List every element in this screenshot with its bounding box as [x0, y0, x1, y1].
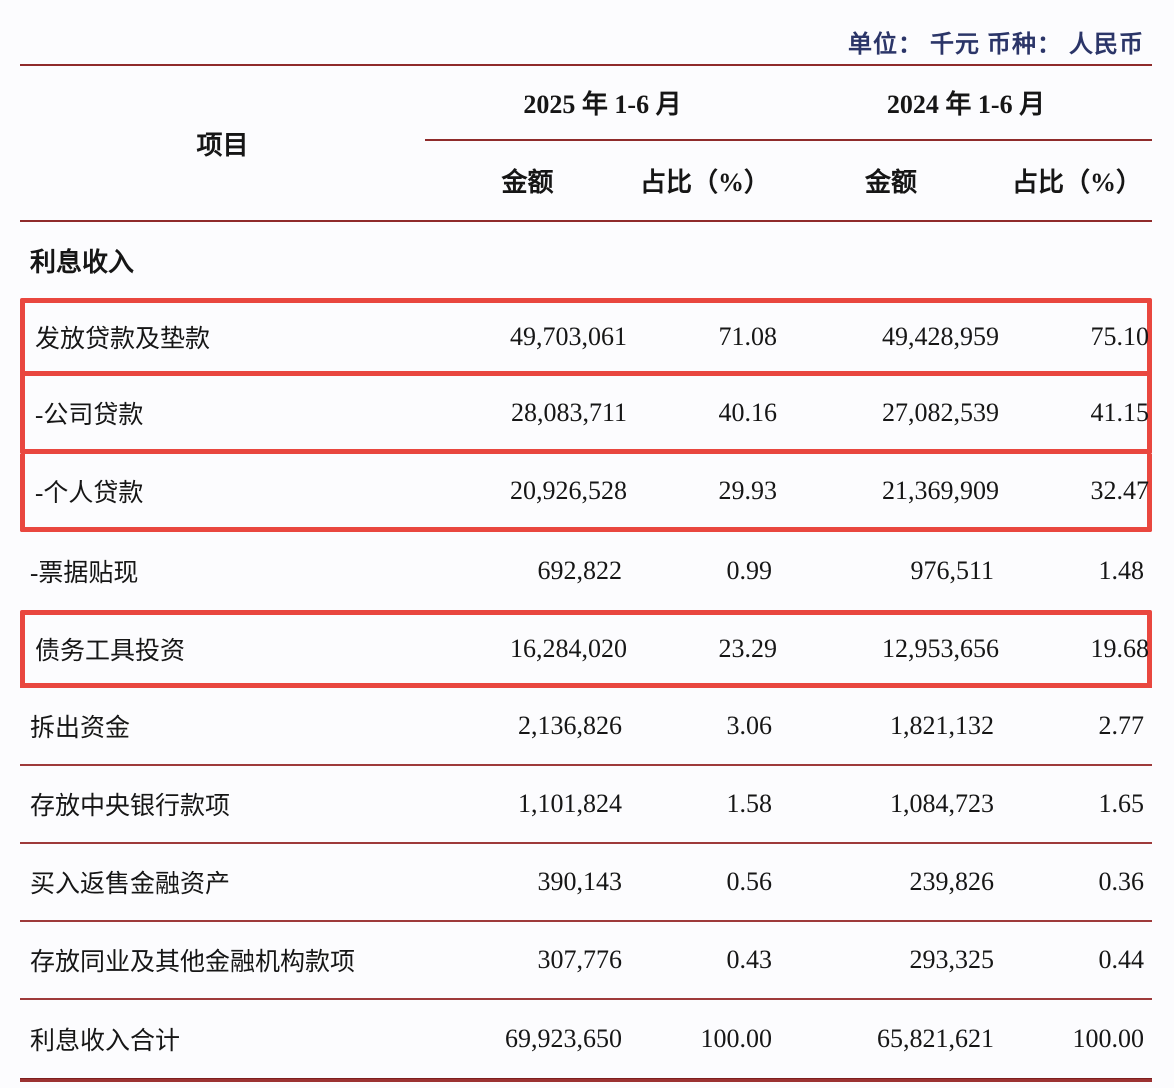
amount-2024: 1,084,723: [890, 789, 994, 818]
column-header-share-2025: 占比（%）: [639, 168, 770, 197]
amount-2024: 21,369,909: [882, 475, 999, 505]
column-header-amount-2025: 金额: [501, 168, 554, 197]
share-2024: 1.48: [1098, 556, 1145, 585]
row-label: 利息收入合计: [30, 1028, 181, 1055]
share-2025: 40.16: [718, 397, 778, 427]
row-label: 发放贷款及垫款: [35, 326, 211, 353]
share-2024: 0.44: [1098, 945, 1145, 974]
table-row-deposits-with-central-bank: 存放中央银行款项 1,101,824 1.58 1,084,723 1.65: [20, 766, 1152, 844]
amount-2025: 692,822: [537, 556, 623, 585]
table-row-loans-and-advances: 发放贷款及垫款 49,703,061 71.08 49,428,959 75.1…: [20, 298, 1152, 376]
unit-currency-note: 单位： 千元 币种： 人民币: [848, 32, 1144, 58]
amount-2024: 49,428,959: [882, 322, 999, 351]
table-row-reverse-repurchase-assets: 买入返售金融资产 390,143 0.56 239,826 0.36: [20, 844, 1152, 922]
amount-2025: 16,284,020: [510, 634, 627, 663]
amount-2024: 27,082,539: [882, 397, 999, 427]
column-group-2025: 2025 年 1-6 月: [425, 66, 780, 141]
amount-2025: 49,703,061: [510, 322, 627, 351]
table-bottom-rule: [20, 1078, 1152, 1082]
share-2024: 75.10: [1090, 322, 1150, 351]
table-row-bill-discounting: -票据贴现 692,822 0.99 976,511 1.48: [20, 532, 1152, 610]
share-2025: 1.58: [726, 789, 773, 818]
section-title: 利息收入: [30, 247, 135, 277]
amount-2024: 1,821,132: [890, 711, 994, 740]
share-2024: 1.65: [1098, 789, 1145, 818]
table-row-corporate-loans: -公司贷款 28,083,711 40.16 27,082,539 41.15: [20, 376, 1152, 454]
amount-2025: 307,776: [537, 945, 623, 974]
table-header: 项目 2025 年 1-6 月 2024 年 1-6 月 金额 占比（%） 金额…: [20, 66, 1152, 222]
share-2024: 2.77: [1098, 711, 1145, 740]
row-label: -票据贴现: [30, 560, 139, 587]
row-label: 买入返售金融资产: [30, 871, 231, 898]
amount-2024: 976,511: [910, 556, 994, 585]
amount-2024: 239,826: [909, 867, 995, 896]
share-2024: 19.68: [1090, 634, 1150, 663]
row-label: -个人贷款: [35, 479, 144, 507]
interest-income-table: 项目 2025 年 1-6 月 2024 年 1-6 月 金额 占比（%） 金额…: [20, 64, 1152, 1082]
share-2024: 32.47: [1090, 475, 1150, 505]
row-label: 拆出资金: [30, 715, 131, 742]
table-row-placements-with-banks: 拆出资金 2,136,826 3.06 1,821,132 2.77: [20, 688, 1152, 766]
share-2025: 23.29: [718, 634, 778, 663]
amount-2025: 2,136,826: [518, 711, 622, 740]
section-header-interest-income: 利息收入: [20, 222, 1152, 298]
row-label: -公司贷款: [35, 401, 144, 429]
share-2025: 0.56: [726, 867, 773, 896]
table-row-total-interest-income: 利息收入合计 69,923,650 100.00 65,821,621 100.…: [20, 1000, 1152, 1078]
share-2025: 29.93: [718, 475, 778, 505]
share-2024: 100.00: [1072, 1024, 1145, 1053]
share-2024: 41.15: [1090, 397, 1150, 427]
table-row-deposits-with-other-institutions: 存放同业及其他金融机构款项 307,776 0.43 293,325 0.44: [20, 922, 1152, 1000]
share-2025: 100.00: [700, 1024, 773, 1053]
amount-2025: 20,926,528: [510, 475, 627, 505]
column-header-share-2024: 占比（%）: [1011, 168, 1142, 197]
share-2025: 0.43: [726, 945, 773, 974]
amount-2025: 390,143: [537, 867, 623, 896]
table-row-debt-instrument-investments: 债务工具投资 16,284,020 23.29 12,953,656 19.68: [20, 610, 1152, 688]
amount-2024: 65,821,621: [877, 1024, 994, 1053]
table-top-rule: [20, 64, 1152, 66]
share-2025: 3.06: [726, 711, 773, 740]
row-label: 存放中央银行款项: [30, 793, 231, 820]
share-2025: 0.99: [726, 556, 773, 585]
share-2024: 0.36: [1098, 867, 1145, 896]
row-label: 债务工具投资: [35, 638, 186, 665]
amount-2025: 1,101,824: [518, 789, 622, 818]
amount-2025: 69,923,650: [505, 1024, 622, 1053]
column-header-amount-2024: 金额: [864, 168, 917, 197]
amount-2024: 293,325: [909, 945, 995, 974]
row-label: 存放同业及其他金融机构款项: [30, 949, 356, 976]
share-2025: 71.08: [718, 322, 778, 351]
column-header-item: 项目: [196, 130, 249, 160]
column-group-2024: 2024 年 1-6 月: [780, 66, 1152, 141]
table-row-personal-loans: -个人贷款 20,926,528 29.93 21,369,909 32.47: [20, 454, 1152, 532]
amount-2024: 12,953,656: [882, 634, 999, 663]
amount-2025: 28,083,711: [510, 397, 627, 427]
